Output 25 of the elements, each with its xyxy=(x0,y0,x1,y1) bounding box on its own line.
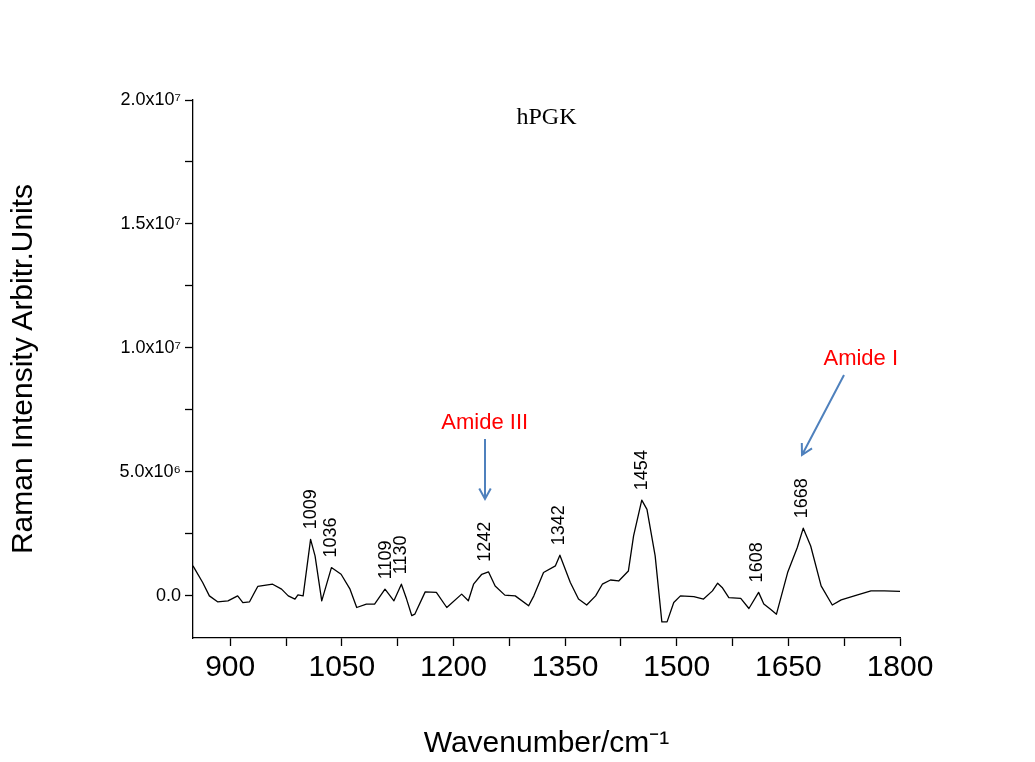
y-axis-title: Raman Intensity Arbitr.Units xyxy=(5,183,39,555)
annotation: Amide III xyxy=(441,408,529,434)
annotation: 1668 xyxy=(790,478,811,519)
annotation: 1242 xyxy=(473,521,494,562)
annotation: 1342 xyxy=(548,505,569,546)
x-tick-label: 1500 xyxy=(643,649,711,683)
chart-title: hPGK xyxy=(516,103,578,130)
y-tick-label: 1.0x10⁷ xyxy=(120,336,181,357)
y-tick-label: 0.0 xyxy=(155,584,181,605)
y-tick-label: 2.0x10⁷ xyxy=(120,88,181,109)
x-tick-label: 1800 xyxy=(866,649,934,683)
x-tick-label: 1350 xyxy=(531,649,599,683)
x-tick-label: 900 xyxy=(205,649,256,683)
y-tick-label: 1.5x10⁷ xyxy=(120,212,181,233)
y-tick-label: 5.0x10⁶ xyxy=(119,460,181,481)
annotation: 1608 xyxy=(746,542,767,583)
annotation: 1009 xyxy=(300,489,321,530)
x-axis-title: Wavenumber/cm⁻¹ xyxy=(423,725,670,759)
x-tick-label: 1200 xyxy=(420,649,487,683)
x-tick-label: 1650 xyxy=(754,649,822,683)
x-tick-label: 1050 xyxy=(308,649,376,683)
annotation: Amide I xyxy=(823,345,899,371)
annotation: 1454 xyxy=(631,450,652,491)
annotation: 1036 xyxy=(320,517,341,558)
annotation: 1130 xyxy=(390,535,411,575)
